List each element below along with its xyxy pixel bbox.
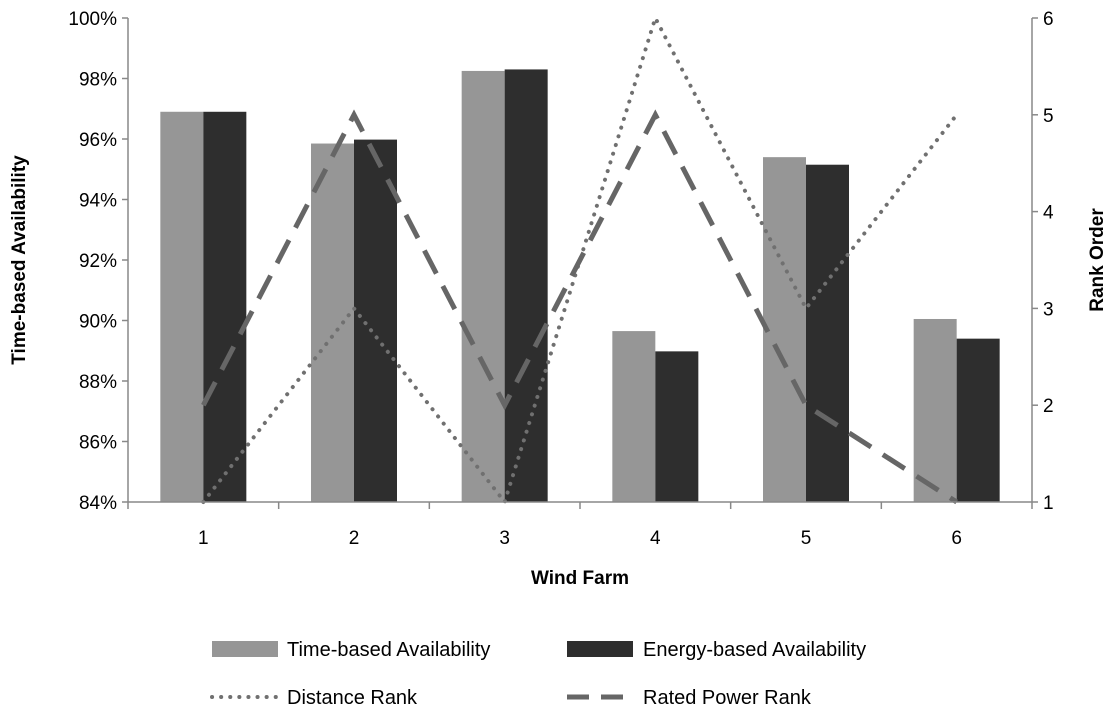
legend-label-time-based: Time-based Availability [287, 639, 490, 661]
bar-energy-based-2 [354, 139, 397, 503]
bar-time-based-1 [160, 111, 204, 503]
line-distance-rank [201, 12, 959, 507]
legend-label-energy-based: Energy-based Availability [643, 639, 866, 661]
x-tick-label: 1 [198, 528, 209, 549]
y2-tick-label: 5 [1043, 106, 1054, 127]
y-tick-label: 98% [79, 70, 117, 91]
bar-energy-based-3 [504, 69, 548, 503]
y2-tick-label: 1 [1043, 493, 1054, 514]
y-tick-label: 96% [79, 130, 117, 151]
tick-layer: 84% 86% 88% 90% 92% 94% 96% 98% 100% 1 2 3 4 5 6 1 2 3 4 5 6 [68, 9, 1054, 549]
y-tick-label: 88% [79, 372, 117, 393]
y-tick-label: 90% [79, 312, 117, 333]
legend-label-rated-power-rank: Rated Power Rank [643, 687, 812, 709]
x-tick-label: 2 [349, 528, 360, 549]
bar-energy-based-1 [203, 111, 247, 503]
legend-label-distance-rank: Distance Rank [287, 687, 418, 709]
x-tick-label: 6 [951, 528, 962, 549]
legend-item-distance-rank: Distance Rank [210, 687, 418, 709]
x-tick-label: 3 [499, 528, 510, 549]
bar-time-based-6 [913, 318, 957, 502]
y-tick-label: 84% [79, 493, 117, 514]
bar-time-based-2 [311, 143, 354, 502]
y-tick-label: 100% [68, 9, 117, 30]
bar-time-based-5 [763, 157, 806, 502]
x-tick-label: 5 [801, 528, 812, 549]
y-axis-title: Time-based Availability [9, 155, 30, 365]
y2-tick-label: 4 [1043, 203, 1054, 224]
bar-time-based-4 [612, 331, 656, 502]
legend-item-time-based: Time-based Availability [212, 639, 490, 661]
legend-swatch-time-based [212, 641, 278, 657]
y2-tick-label: 2 [1043, 396, 1054, 417]
legend-item-rated-power-rank: Rated Power Rank [567, 687, 812, 709]
y-tick-label: 94% [79, 191, 117, 212]
bar-energy-based-5 [806, 164, 849, 502]
bar-energy-based-6 [956, 338, 1000, 502]
legend-swatch-energy-based [567, 641, 633, 657]
y-tick-label: 86% [79, 433, 117, 454]
y2-axis-title: Rank Order [1087, 208, 1108, 312]
bar-time-based-3 [461, 70, 505, 502]
y-tick-label: 92% [79, 251, 117, 272]
bar-layer [160, 69, 1000, 503]
y2-tick-label: 6 [1043, 9, 1054, 30]
bar-energy-based-4 [655, 351, 699, 502]
line-layer [201, 12, 959, 507]
legend-item-energy-based: Energy-based Availability [567, 639, 866, 661]
legend: Time-based Availability Energy-based Ava… [210, 639, 866, 709]
x-axis-title: Wind Farm [531, 568, 629, 589]
x-tick-label: 4 [650, 528, 661, 549]
line-rated-power-rank [201, 109, 959, 505]
y2-tick-label: 3 [1043, 299, 1054, 320]
